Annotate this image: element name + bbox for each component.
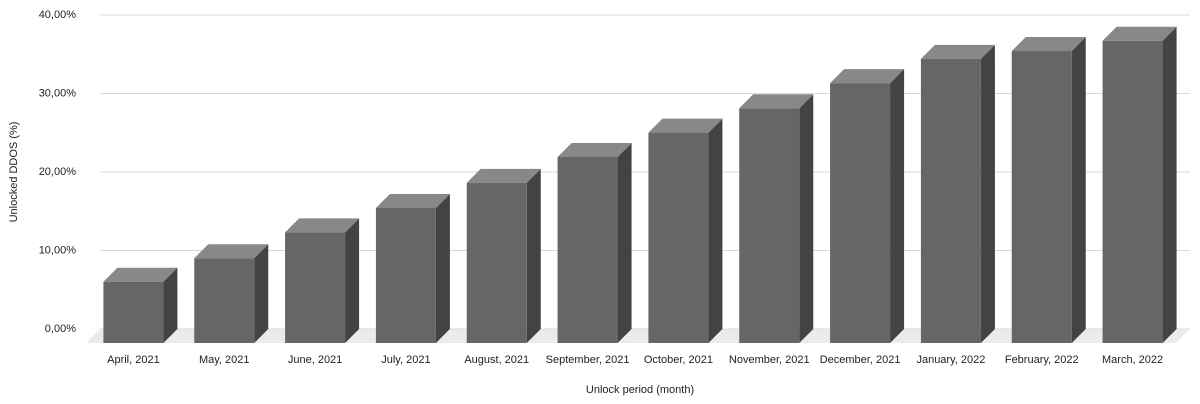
y-axis-title: Unlocked DDOS (%) [8, 122, 20, 223]
bar-face [345, 218, 360, 343]
bar-face [103, 281, 164, 343]
bar [1011, 36, 1086, 343]
bar-face [1102, 26, 1177, 41]
bar [285, 218, 360, 343]
x-tick-label: May, 2021 [199, 354, 250, 366]
y-tick-label: 30,00% [39, 87, 77, 99]
bar-face [648, 118, 723, 133]
x-tick-label: February, 2022 [1005, 354, 1079, 366]
bar-face [466, 182, 527, 343]
bar-face [557, 142, 632, 157]
bar-face [830, 83, 891, 343]
bar-face [103, 267, 178, 282]
bar-face [466, 168, 541, 183]
bar-face [375, 193, 450, 208]
x-tick-label: November, 2021 [729, 354, 810, 366]
bar [739, 94, 814, 343]
bar-face [526, 168, 541, 343]
floor [86, 329, 1190, 343]
bar [194, 244, 269, 343]
bar-face [830, 69, 905, 84]
bar-face [163, 267, 178, 343]
y-tick-label: 0,00% [45, 323, 76, 335]
bar-face [739, 94, 814, 109]
bar-face [285, 232, 346, 343]
bar [648, 118, 723, 344]
x-axis-title: Unlock period (month) [586, 384, 694, 396]
bar-face [285, 218, 360, 233]
x-tick-label: July, 2021 [381, 354, 430, 366]
x-tick-label: January, 2022 [916, 354, 985, 366]
bar-face [1071, 36, 1086, 343]
y-tick-label: 10,00% [39, 244, 77, 256]
x-tick-label: December, 2021 [820, 354, 901, 366]
bar [830, 69, 905, 343]
bar-face [920, 44, 995, 59]
bar-face [1011, 50, 1072, 343]
bar-face [557, 156, 618, 343]
bar-face [890, 69, 905, 343]
bar-face [1011, 36, 1086, 51]
x-tick-label: June, 2021 [288, 354, 342, 366]
bar-face [194, 258, 255, 343]
x-tick-label: October, 2021 [644, 354, 713, 366]
y-tick-label: 40,00% [39, 9, 77, 21]
bar [1102, 26, 1177, 344]
bar-face [194, 244, 269, 259]
y-tick-label: 20,00% [39, 166, 77, 178]
bar-face [435, 193, 450, 343]
bar [103, 267, 178, 343]
x-tick-label: August, 2021 [464, 354, 529, 366]
x-tick-label: April, 2021 [107, 354, 160, 366]
bar-face [980, 44, 995, 343]
bar-face [1162, 26, 1177, 344]
bar-face [617, 142, 632, 343]
bar [557, 142, 632, 343]
bar-face [254, 244, 269, 343]
bar-face [375, 207, 436, 343]
x-tick-label: September, 2021 [546, 354, 630, 366]
bar-face [708, 118, 723, 344]
bar-face [920, 58, 981, 343]
bar-face [799, 94, 814, 343]
bar [466, 168, 541, 343]
bar [375, 193, 450, 343]
bar-face [648, 132, 709, 343]
bar-face [739, 108, 800, 343]
bar [920, 44, 995, 343]
bar-face [1102, 40, 1163, 344]
x-tick-label: March, 2022 [1102, 354, 1163, 366]
